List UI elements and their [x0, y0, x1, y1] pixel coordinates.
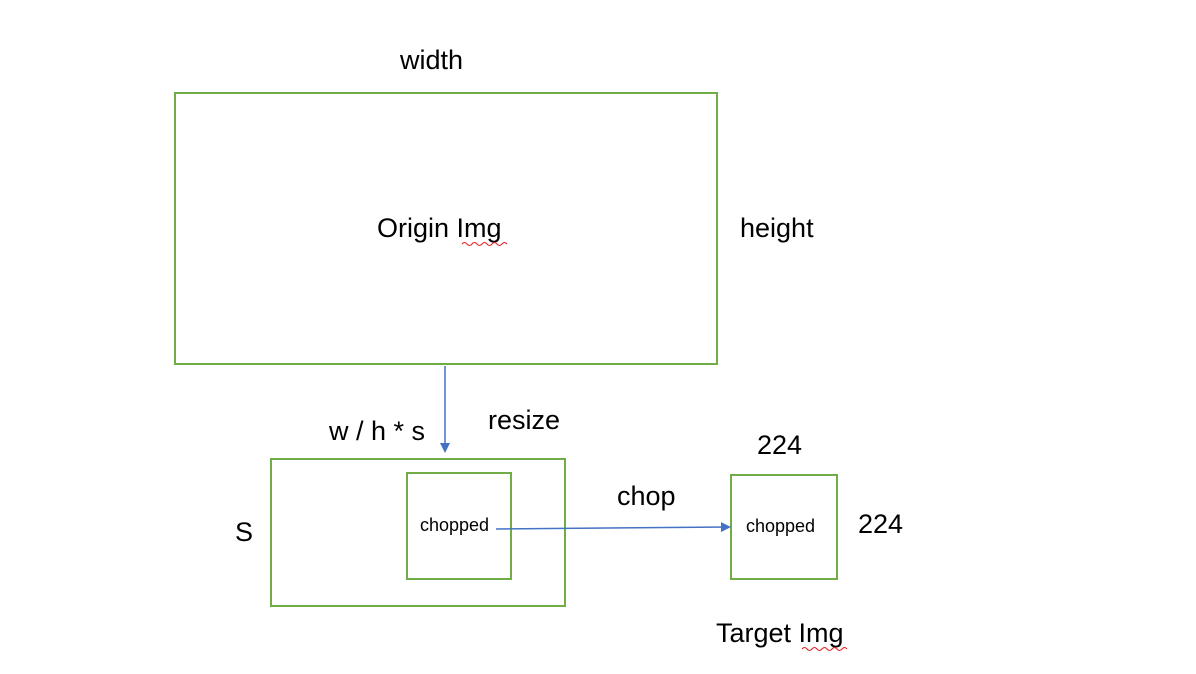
- target-width-label: 224: [757, 430, 803, 460]
- resize-label: resize: [488, 405, 561, 435]
- origin-word: Origin Img: [377, 213, 502, 243]
- origin-img-box: [174, 92, 718, 365]
- target-height-label: 224: [858, 509, 904, 539]
- spellcheck-underline-origin: [461, 242, 508, 246]
- target-img-label: Target Img: [716, 618, 844, 648]
- chopped-target-label: chopped: [746, 516, 816, 536]
- target-img-box: [730, 474, 838, 580]
- spellcheck-underline-target: [801, 647, 848, 651]
- width-label: width: [400, 45, 464, 75]
- chop-label: chop: [617, 481, 676, 511]
- resize-formula-label: w / h * s: [329, 416, 426, 446]
- resized-img-box: [270, 458, 566, 607]
- origin-img-label: Origin Img: [377, 215, 502, 242]
- chopped-region-box: [406, 472, 512, 580]
- height-label: height: [740, 213, 814, 243]
- short-side-label: S: [235, 517, 254, 547]
- chop-arrow: [495, 522, 731, 533]
- chopped-region-label: chopped: [420, 515, 490, 535]
